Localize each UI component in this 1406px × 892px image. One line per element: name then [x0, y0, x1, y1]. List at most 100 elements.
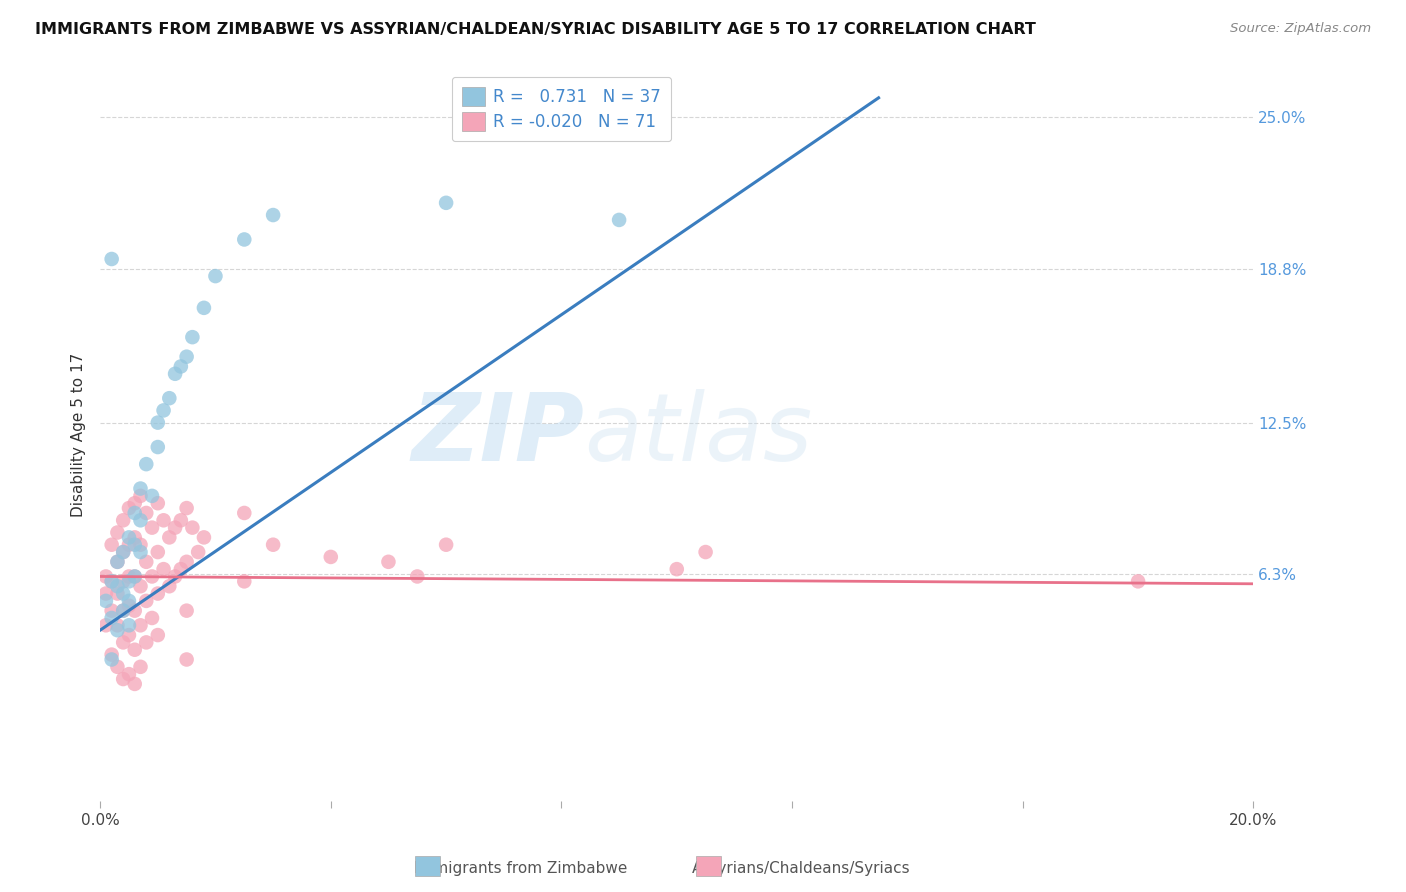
Point: [129, 579, 152, 593]
Point: [124, 604, 146, 618]
Text: IMMIGRANTS FROM ZIMBABWE VS ASSYRIAN/CHALDEAN/SYRIAC DISABILITY AGE 5 TO 17 CORR: IMMIGRANTS FROM ZIMBABWE VS ASSYRIAN/CHA…: [35, 22, 1036, 37]
Point: [141, 489, 163, 503]
Point: [112, 586, 135, 600]
Point: [94, 586, 117, 600]
Point: [129, 538, 152, 552]
Point: [124, 538, 146, 552]
Point: [233, 232, 256, 246]
Point: [170, 562, 193, 576]
Point: [100, 538, 122, 552]
Point: [107, 618, 129, 632]
Point: [107, 555, 129, 569]
Point: [434, 195, 457, 210]
Point: [152, 513, 174, 527]
Point: [146, 416, 169, 430]
Point: [124, 642, 146, 657]
Point: [112, 545, 135, 559]
Point: [118, 599, 141, 613]
Point: [112, 672, 135, 686]
Legend: R =   0.731   N = 37, R = -0.020   N = 71: R = 0.731 N = 37, R = -0.020 N = 71: [451, 77, 671, 141]
Point: [233, 574, 256, 589]
Point: [187, 545, 209, 559]
Point: [112, 604, 135, 618]
Point: [157, 391, 180, 405]
Point: [193, 530, 215, 544]
Point: [262, 208, 284, 222]
Point: [135, 457, 157, 471]
Point: [165, 569, 187, 583]
Point: [157, 530, 180, 544]
Point: [118, 530, 141, 544]
Point: [665, 562, 688, 576]
Point: [118, 538, 141, 552]
Point: [262, 538, 284, 552]
Point: [107, 623, 129, 637]
Point: [135, 555, 157, 569]
Point: [377, 555, 399, 569]
Point: [112, 635, 135, 649]
Point: [165, 367, 187, 381]
Point: [135, 594, 157, 608]
Point: [100, 574, 122, 589]
Point: [107, 525, 129, 540]
Point: [124, 677, 146, 691]
Point: [124, 496, 146, 510]
Point: [176, 501, 198, 516]
Point: [118, 628, 141, 642]
Point: [118, 501, 141, 516]
Point: [94, 594, 117, 608]
Point: [146, 440, 169, 454]
Text: ZIP: ZIP: [412, 389, 585, 481]
Point: [112, 513, 135, 527]
Point: [107, 555, 129, 569]
Point: [141, 569, 163, 583]
Y-axis label: Disability Age 5 to 17: Disability Age 5 to 17: [72, 352, 86, 517]
Point: [1126, 574, 1149, 589]
Point: [124, 569, 146, 583]
Point: [100, 604, 122, 618]
Point: [118, 667, 141, 681]
Point: [176, 350, 198, 364]
Point: [135, 506, 157, 520]
Point: [233, 506, 256, 520]
Point: [152, 562, 174, 576]
Point: [118, 574, 141, 589]
Point: [94, 618, 117, 632]
Point: [181, 330, 204, 344]
Point: [100, 574, 122, 589]
Point: [146, 545, 169, 559]
Point: [434, 538, 457, 552]
Point: [695, 545, 717, 559]
Point: [157, 579, 180, 593]
Point: [170, 359, 193, 374]
Point: [118, 569, 141, 583]
Point: [135, 635, 157, 649]
Point: [94, 569, 117, 583]
Point: [165, 521, 187, 535]
Point: [170, 513, 193, 527]
Point: [181, 521, 204, 535]
Point: [112, 604, 135, 618]
Point: [129, 513, 152, 527]
Point: [118, 594, 141, 608]
Point: [100, 252, 122, 266]
Point: [124, 569, 146, 583]
Point: [129, 545, 152, 559]
Point: [193, 301, 215, 315]
Point: [141, 521, 163, 535]
Point: [319, 549, 342, 564]
Point: [107, 579, 129, 593]
Point: [107, 660, 129, 674]
Text: atlas: atlas: [585, 389, 813, 480]
Point: [176, 652, 198, 666]
Point: [100, 652, 122, 666]
Text: Assyrians/Chaldeans/Syriacs: Assyrians/Chaldeans/Syriacs: [692, 861, 911, 876]
Point: [100, 611, 122, 625]
Point: [146, 628, 169, 642]
Point: [146, 586, 169, 600]
Point: [129, 489, 152, 503]
Point: [176, 555, 198, 569]
Point: [124, 506, 146, 520]
Point: [124, 530, 146, 544]
Point: [107, 586, 129, 600]
